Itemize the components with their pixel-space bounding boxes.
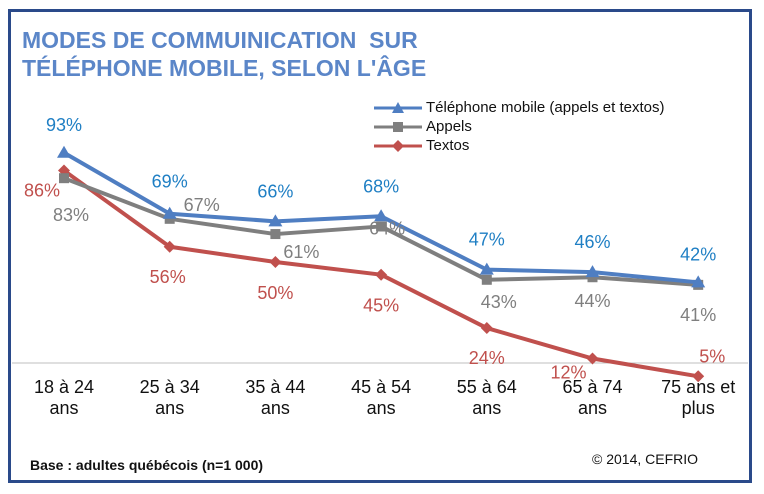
base-footnote: Base : adultes québécois (n=1 000) <box>30 457 264 473</box>
x-tick-label: 18 à 24 <box>34 377 94 397</box>
legend-label-textos: Textos <box>426 137 470 154</box>
x-tick-label: 65 à 74 <box>562 377 622 397</box>
data-label: 50% <box>257 283 293 303</box>
data-label: 24% <box>469 348 505 368</box>
data-point-marker <box>586 352 599 365</box>
data-label: 56% <box>150 267 186 287</box>
x-tick-label: ans <box>261 398 290 418</box>
data-label: 61% <box>283 242 319 262</box>
x-tick-label: ans <box>472 398 501 418</box>
x-tick-label: ans <box>367 398 396 418</box>
data-point-marker <box>376 221 387 232</box>
data-label: 43% <box>481 292 517 312</box>
data-label: 12% <box>550 363 586 383</box>
data-point-marker <box>268 214 283 227</box>
x-tick-label: 25 à 34 <box>140 377 200 397</box>
legend-label-appels: Appels <box>426 118 472 135</box>
legend-triangle-marker-icon <box>374 101 422 113</box>
legend-label-mobile: Téléphone mobile (appels et textos) <box>426 99 665 116</box>
data-label: 67% <box>184 195 220 215</box>
data-label: 93% <box>46 115 82 135</box>
x-tick-label: plus <box>682 398 715 418</box>
data-label: 66% <box>257 181 293 201</box>
data-label: 44% <box>574 291 610 311</box>
data-point-marker <box>480 322 493 335</box>
data-label: 86% <box>24 181 60 201</box>
chart-frame <box>8 9 752 483</box>
data-point-marker <box>375 268 388 281</box>
data-point-marker <box>479 262 494 275</box>
chart-title: MODES DE COMMUINICATION SUR TÉLÉPHONE MO… <box>22 26 426 82</box>
data-label: 5% <box>699 346 725 366</box>
x-tick-label: 75 ans et <box>661 377 735 397</box>
x-tick-label: ans <box>49 398 78 418</box>
data-point-marker <box>374 209 389 222</box>
data-label: 46% <box>574 232 610 252</box>
data-point-marker <box>692 370 705 383</box>
data-label: 45% <box>363 296 399 316</box>
data-label: 68% <box>363 176 399 196</box>
data-point-marker <box>691 275 706 288</box>
data-point-marker <box>270 229 281 240</box>
data-point-marker <box>57 145 71 158</box>
data-point-marker <box>269 256 282 268</box>
data-point-marker <box>164 213 175 224</box>
data-label: 64% <box>369 218 405 238</box>
legend-diamond-marker-icon <box>374 139 422 152</box>
legend-item-mobile: Téléphone mobile (appels et textos) <box>372 98 664 117</box>
x-tick-label: ans <box>578 398 607 418</box>
chart-title-line-2: TÉLÉPHONE MOBILE, SELON L'ÂGE <box>22 55 427 81</box>
data-point-marker <box>162 206 177 219</box>
data-point-marker <box>587 272 598 283</box>
x-tick-label: ans <box>155 398 184 418</box>
data-label: 47% <box>469 230 505 250</box>
data-point-marker <box>59 173 69 184</box>
data-label: 42% <box>680 244 716 264</box>
chart-legend: Téléphone mobile (appels et textos) Appe… <box>372 98 664 155</box>
data-point-marker <box>163 240 176 253</box>
x-tick-label: 45 à 54 <box>351 377 411 397</box>
data-label: 83% <box>53 205 89 225</box>
legend-square-marker-icon <box>374 121 422 132</box>
data-point-marker <box>481 274 492 285</box>
data-label: 69% <box>152 172 188 192</box>
legend-item-appels: Appels <box>372 117 664 136</box>
x-tick-label: 35 à 44 <box>245 377 305 397</box>
chart-title-line-1: MODES DE COMMUINICATION SUR <box>22 27 418 53</box>
legend-item-textos: Textos <box>372 136 664 155</box>
x-tick-label: 55 à 64 <box>457 377 517 397</box>
copyright-notice: © 2014, CEFRIO <box>592 451 699 467</box>
data-point-marker <box>585 265 600 278</box>
data-label: 41% <box>680 305 716 325</box>
